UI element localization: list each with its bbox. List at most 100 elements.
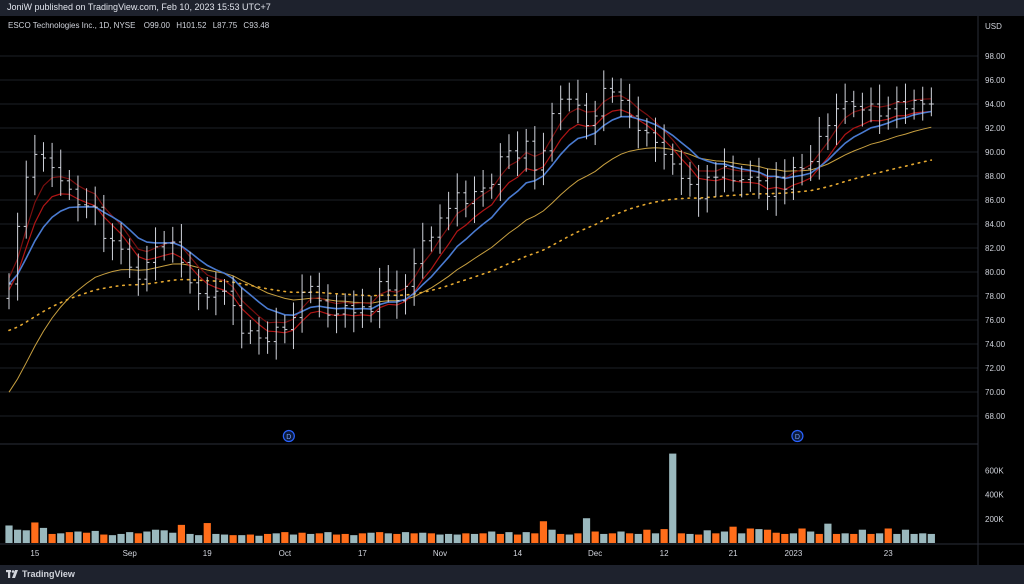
price-bar xyxy=(316,272,322,318)
price-bar xyxy=(385,265,391,303)
volume-bar xyxy=(462,533,470,543)
volume-bar xyxy=(246,534,254,543)
price-bar xyxy=(704,164,710,213)
price-tick-label: 78.00 xyxy=(985,292,1006,301)
price-bar xyxy=(58,149,64,196)
volume-bar xyxy=(39,527,48,543)
volume-bar xyxy=(108,535,117,543)
price-bar xyxy=(902,83,908,124)
price-tick-label: 86.00 xyxy=(985,196,1006,205)
volume-bar xyxy=(738,533,746,543)
volume-bar xyxy=(626,533,634,543)
legend-close-label: C xyxy=(243,21,249,30)
time-tick-label: Sep xyxy=(123,549,138,558)
price-tick-label: 68.00 xyxy=(985,412,1006,421)
price-chart[interactable]: USD 98.00 96.00 94.00 92.00 90.00 88.00 86.00 8… xyxy=(0,16,1024,565)
volume-bar xyxy=(746,528,754,543)
volume-bar xyxy=(307,533,315,543)
price-bar xyxy=(265,321,271,354)
price-bar xyxy=(178,224,184,278)
legend-symbol: ESCO Technologies Inc., 1D, NYSE O99.00 … xyxy=(8,21,270,30)
legend: ESCO Technologies Inc., 1D, NYSE O99.00 … xyxy=(8,21,270,30)
volume-bar xyxy=(617,531,625,543)
volume-bar xyxy=(591,531,599,543)
dividend-marker-icon[interactable]: D xyxy=(791,429,804,443)
time-tick-label: Oct xyxy=(279,549,292,558)
volume-bar xyxy=(31,522,39,543)
price-bar xyxy=(842,83,848,124)
price-bar xyxy=(558,85,564,131)
legend-symbol-name: ESCO Technologies Inc., 1D, NYSE xyxy=(8,21,135,30)
volume-bar xyxy=(160,530,168,543)
price-bar xyxy=(808,145,814,182)
volume-bar xyxy=(660,529,668,543)
dividend-marker-icon[interactable]: D xyxy=(282,429,295,443)
price-bar xyxy=(790,156,796,200)
price-bar xyxy=(618,78,624,117)
volume-bar xyxy=(203,523,211,543)
currency-label: USD xyxy=(985,22,1002,31)
price-bar xyxy=(420,222,426,279)
price-bar xyxy=(480,170,486,207)
price-bar xyxy=(161,230,167,261)
volume-bar xyxy=(781,533,789,543)
price-bar xyxy=(920,86,926,121)
price-bar xyxy=(756,157,762,199)
price-tick-label: 80.00 xyxy=(985,268,1006,277)
volume-bar xyxy=(557,533,565,543)
volume-bar xyxy=(186,533,194,543)
price-bar xyxy=(368,296,374,323)
volume-bar xyxy=(539,521,548,543)
volume-bar xyxy=(470,533,479,543)
price-bar xyxy=(66,170,72,200)
ma-dotted-line xyxy=(8,159,933,332)
chart-area[interactable]: USD 98.00 96.00 94.00 92.00 90.00 88.00 86.00 8… xyxy=(0,16,1024,565)
volume-bar xyxy=(238,535,246,543)
volume-bar xyxy=(901,529,910,543)
price-bar xyxy=(403,274,409,315)
volume-bar xyxy=(358,533,367,543)
price-tick-label: 88.00 xyxy=(985,172,1006,181)
volume-tick-label: 600K xyxy=(985,467,1004,476)
volume-bar xyxy=(220,534,229,543)
price-bar xyxy=(411,248,417,306)
price-tick-label: 76.00 xyxy=(985,316,1006,325)
price-bar xyxy=(782,159,788,205)
volume-bar xyxy=(74,531,82,543)
footer-bar: TradingView xyxy=(0,565,1024,584)
dividend-marker-label: D xyxy=(795,434,800,441)
price-bar xyxy=(730,155,736,192)
volume-bar xyxy=(574,533,582,543)
price-bar xyxy=(670,143,676,175)
moving-averages xyxy=(8,95,933,393)
time-tick-label: 21 xyxy=(729,549,738,558)
price-bar xyxy=(394,270,400,319)
price-bar xyxy=(644,118,650,147)
price-tick-label: 74.00 xyxy=(985,340,1006,349)
volume-bar xyxy=(522,532,530,543)
price-bar xyxy=(566,82,572,112)
volume-bar xyxy=(324,532,332,543)
price-bar xyxy=(334,294,340,334)
price-tick-label: 90.00 xyxy=(985,148,1006,157)
price-tick-label: 70.00 xyxy=(985,388,1006,397)
price-bar xyxy=(834,93,840,146)
price-bar xyxy=(273,307,279,360)
volume-bar xyxy=(686,533,694,543)
price-bar xyxy=(75,175,81,222)
time-tick-label: Dec xyxy=(588,549,602,558)
dividend-marker-label: D xyxy=(286,434,291,441)
price-bar xyxy=(765,168,771,211)
volume-bar xyxy=(893,533,901,543)
price-bar xyxy=(549,102,555,162)
price-bar xyxy=(153,227,159,281)
volume-bar xyxy=(789,533,798,543)
price-bar xyxy=(299,274,305,333)
price-bar xyxy=(885,96,891,130)
price-bars xyxy=(6,70,934,360)
price-bar xyxy=(49,142,55,188)
price-bar xyxy=(678,150,684,195)
price-bar xyxy=(471,176,477,224)
price-tick-label: 96.00 xyxy=(985,76,1006,85)
volume-bar xyxy=(350,535,358,543)
